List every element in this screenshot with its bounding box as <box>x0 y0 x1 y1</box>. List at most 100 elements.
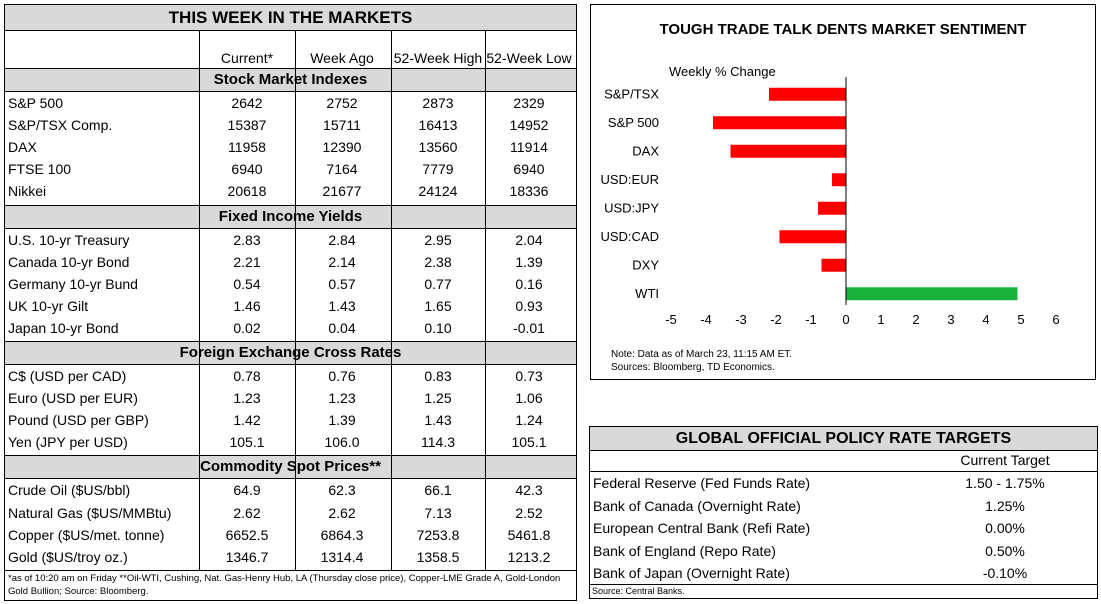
policy-row: Bank of Canada (Overnight Rate) 1.25% <box>590 495 1097 518</box>
row-value: 1.24 <box>515 412 543 429</box>
row-value: 20618 <box>227 183 267 200</box>
col-header-week-ago: Week Ago <box>310 50 374 66</box>
row-value: 0.76 <box>328 368 356 384</box>
row-value: 2.04 <box>515 231 543 248</box>
row-value: 1.42 <box>233 412 261 429</box>
x-tick-label: 2 <box>912 312 919 327</box>
policy-bank: Bank of Japan (Overnight Rate) <box>593 565 790 582</box>
chart-source: Sources: Bloomberg, TD Economics. <box>611 362 775 373</box>
category-label: USD:JPY <box>604 200 659 215</box>
category-label: USD:CAD <box>600 229 659 244</box>
column-divider <box>295 31 296 570</box>
weekly-change-chart: TOUGH TRADE TALK DENTS MARKET SENTIMENT … <box>590 4 1096 380</box>
row-value: 7.13 <box>424 504 452 521</box>
bar-s-p-tsx <box>769 87 846 101</box>
row-label: S&P/TSX Comp. <box>8 117 113 134</box>
row-value: 0.54 <box>233 275 261 292</box>
table-row: DAX 11958 12390 13560 11914 <box>5 137 576 159</box>
row-value: 0.73 <box>515 368 543 384</box>
x-tick-label: 3 <box>947 312 954 327</box>
row-label: Japan 10-yr Bond <box>8 319 119 336</box>
row-value: 1.39 <box>328 412 356 429</box>
policy-row: European Central Bank (Refi Rate) 0.00% <box>590 517 1097 540</box>
row-value: 0.93 <box>515 297 543 314</box>
row-label: DAX <box>8 139 37 156</box>
category-label: DAX <box>632 143 659 158</box>
row-value: 0.83 <box>424 368 452 384</box>
markets-table: THIS WEEK IN THE MARKETS Current* Week A… <box>4 4 577 601</box>
row-value: 0.57 <box>328 275 356 292</box>
row-value: 7164 <box>326 161 358 178</box>
row-value: 2.14 <box>328 253 356 270</box>
row-value: -0.01 <box>513 319 545 336</box>
row-value: 1.06 <box>515 390 543 407</box>
markets-footnote: *as of 10:20 am on Friday **Oil-WTI, Cus… <box>8 573 561 597</box>
divider <box>590 471 1097 472</box>
row-value: 64.9 <box>233 482 261 499</box>
row-value: 1.43 <box>328 297 356 314</box>
row-value: 6652.5 <box>225 526 269 543</box>
policy-rate: 1.25% <box>985 497 1025 514</box>
table-row: Gold ($US/troy oz.) 1346.7 1314.4 1358.5 121… <box>5 547 576 569</box>
row-value: 14952 <box>509 117 549 134</box>
category-label: DXY <box>632 257 659 272</box>
row-value: 11914 <box>510 139 548 156</box>
x-tick-label: 1 <box>877 312 884 327</box>
row-value: 6864.3 <box>320 526 364 543</box>
row-value: 2642 <box>231 95 263 111</box>
row-value: 1314.4 <box>320 548 364 565</box>
x-tick-label: 4 <box>982 312 989 327</box>
table-row: Euro (USD per EUR) 1.23 1.23 1.25 1.06 <box>5 388 576 410</box>
policy-rate: -0.10% <box>982 565 1028 582</box>
policy-row: Federal Reserve (Fed Funds Rate) 1.50 - 1… <box>590 472 1097 495</box>
row-value: 106.0 <box>324 434 360 451</box>
row-value: 7253.8 <box>416 526 460 543</box>
section-header: Fixed Income Yields <box>5 204 576 229</box>
row-label: C$ (USD per CAD) <box>8 368 127 384</box>
row-label: Canada 10-yr Bond <box>8 253 130 270</box>
row-value: 2.83 <box>233 231 261 248</box>
markets-title: THIS WEEK IN THE MARKETS <box>5 5 576 31</box>
row-value: 7779 <box>422 161 454 178</box>
row-value: 0.16 <box>515 275 543 292</box>
row-label: Copper ($US/met. tonne) <box>8 526 165 543</box>
column-divider <box>199 31 200 570</box>
x-tick-label: 0 <box>842 312 849 327</box>
row-value: 2.84 <box>328 231 356 248</box>
section-header: Commodity Spot Prices** <box>5 455 576 480</box>
row-value: 21677 <box>322 183 362 200</box>
row-label: Yen (JPY per USD) <box>8 434 128 451</box>
row-label: Pound (USD per GBP) <box>8 412 149 429</box>
row-value: 15387 <box>227 117 267 134</box>
column-divider <box>485 31 486 570</box>
row-value: 2.38 <box>424 253 452 270</box>
table-row: Canada 10-yr Bond 2.21 2.14 2.38 1.39 <box>5 252 576 274</box>
x-tick-label: -3 <box>735 312 747 327</box>
row-value: 11958 <box>228 139 266 156</box>
row-value: 42.3 <box>515 482 543 499</box>
row-label: Crude Oil ($US/bbl) <box>8 482 131 499</box>
row-value: 2752 <box>326 95 358 111</box>
policy-title: GLOBAL OFFICIAL POLICY RATE TARGETS <box>590 427 1097 451</box>
row-value: 62.3 <box>328 482 356 499</box>
col-header-current: Current* <box>220 50 274 66</box>
policy-rate: 0.50% <box>985 542 1025 559</box>
policy-row: Bank of England (Repo Rate) 0.50% <box>590 540 1097 563</box>
row-value: 1.46 <box>233 297 261 314</box>
col-header-52w-low: 52-Week Low <box>486 50 572 66</box>
bar-s-p-500 <box>713 116 846 130</box>
x-tick-label: -5 <box>665 312 677 327</box>
row-value: 0.10 <box>424 319 452 336</box>
row-value: 5461.8 <box>507 526 551 543</box>
row-value: 1346.7 <box>225 548 269 565</box>
bar-dxy <box>821 258 846 272</box>
row-label: UK 10-yr Gilt <box>8 297 89 314</box>
table-row: Nikkei 20618 21677 24124 18336 <box>5 181 576 203</box>
bar-usd-eur <box>832 173 846 187</box>
table-row: S&P/TSX Comp. 15387 15711 16413 14952 <box>5 115 576 137</box>
policy-bank: European Central Bank (Refi Rate) <box>593 520 811 537</box>
row-value: 6940 <box>513 161 545 178</box>
x-tick-label: -1 <box>805 312 817 327</box>
row-value: 0.02 <box>233 319 261 336</box>
row-value: 1.39 <box>515 253 543 270</box>
